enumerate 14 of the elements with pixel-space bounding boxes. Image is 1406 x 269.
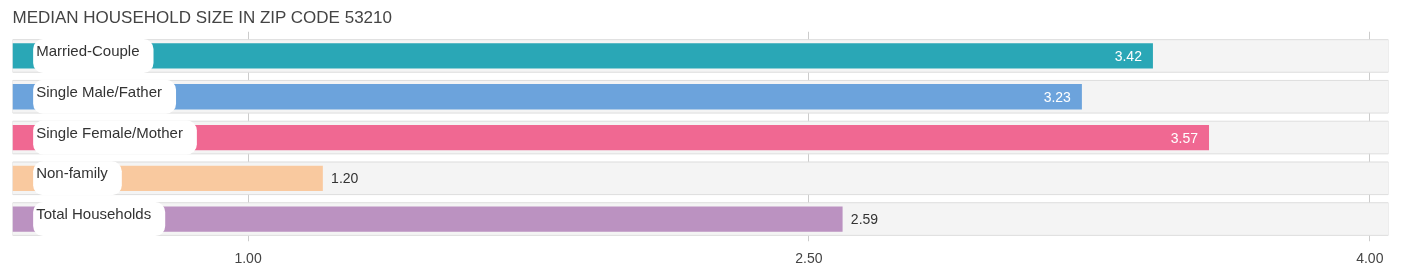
x-tick-label: 1.00 — [234, 249, 262, 266]
y-tick-label: Total Households — [36, 205, 152, 223]
y-tick-label: Non-family — [36, 164, 109, 182]
y-tick-label: Single Female/Mother — [36, 123, 183, 141]
x-tick-label: 2.50 — [795, 249, 823, 266]
chart-title: MEDIAN HOUSEHOLD SIZE IN ZIP CODE 53210 — [12, 7, 392, 27]
y-tick-label: Married-Couple — [36, 41, 140, 59]
data-label: 3.57 — [1170, 129, 1199, 146]
data-label: 3.23 — [1043, 88, 1072, 105]
data-label: 3.42 — [1114, 47, 1143, 64]
data-label: 2.59 — [850, 211, 879, 228]
x-tick-label: 4.00 — [1356, 249, 1384, 266]
data-label: 1.20 — [331, 170, 359, 187]
y-tick-label: Single Male/Father — [36, 82, 163, 100]
